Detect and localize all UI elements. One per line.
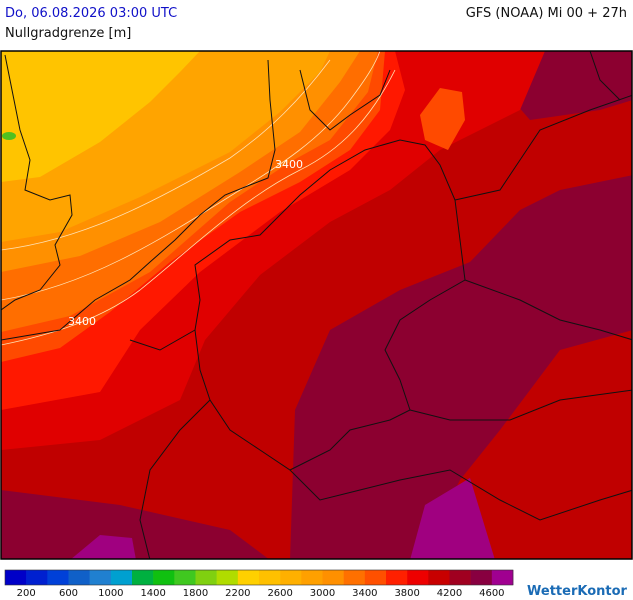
border [289, 469, 632, 521]
coastline [299, 69, 391, 131]
colorbar-swatch [322, 570, 344, 585]
contour-line [1, 51, 381, 301]
border [409, 389, 632, 421]
field-zone [290, 175, 632, 559]
contours [1, 51, 396, 346]
border-germany [194, 139, 466, 471]
colorbar-swatch [174, 570, 196, 585]
colorbar-swatch [301, 570, 323, 585]
field-zone [420, 88, 465, 150]
map-frame [0, 50, 633, 560]
colorbar-swatch [280, 570, 302, 585]
colorbar-swatch [216, 570, 239, 585]
coastline [1, 54, 73, 311]
colorbar-label: 4200 [437, 588, 462, 599]
colorbar-swatch [449, 570, 471, 585]
colorbar-swatch [470, 570, 493, 585]
contour-line [1, 69, 396, 346]
colorbar-label: 3400 [352, 588, 377, 599]
colorbar-swatch [386, 570, 408, 585]
contour-line [1, 59, 331, 251]
colorbar-swatch [89, 570, 112, 585]
colorbar-label: 2600 [267, 588, 292, 599]
colorbar: 200 600 1000 1400 1800 2200 2600 3000 3400 3800 42… [4, 569, 514, 599]
border [464, 279, 632, 341]
field-zone [71, 535, 136, 559]
logo: WetterKontor [527, 584, 628, 599]
colorbar-swatch [195, 570, 217, 585]
colorbar-swatch [26, 570, 48, 585]
coastline [589, 51, 621, 101]
colorbar-swatch [110, 570, 133, 585]
colorbar-label: 3800 [394, 588, 419, 599]
colorbar-swatch [491, 570, 514, 585]
colorbar-swatch [428, 570, 450, 585]
field-zone [1, 51, 200, 182]
colorbar-swatch [153, 570, 175, 585]
colorbar-label: 4600 [479, 588, 504, 599]
colorbar-label: 1400 [140, 588, 165, 599]
colorbar-swatch [259, 570, 281, 585]
model-run: GFS (NOAA) Mi 00 + 27h [465, 6, 627, 21]
field-zone [410, 478, 495, 559]
border [454, 94, 632, 201]
coastline [1, 59, 276, 341]
colorbar-swatch [407, 570, 429, 585]
colorbar-swatch [68, 570, 90, 585]
colorbar-label: 1000 [98, 588, 123, 599]
colorbar-label: 1800 [183, 588, 208, 599]
valid-time: Do, 06.08.2026 03:00 UTC [5, 6, 178, 21]
borders [1, 51, 632, 559]
colorbar-swatch [237, 570, 260, 585]
field-zone [2, 132, 16, 140]
colorbar-label: 3000 [310, 588, 335, 599]
border [129, 329, 196, 351]
colorbar-swatch [5, 570, 27, 585]
colorbar-label: 200 [17, 588, 36, 599]
colorbar-swatch [47, 570, 69, 585]
contour-label: 3400 [68, 315, 96, 328]
field-zone [1, 490, 269, 559]
colorbar-swatch [132, 570, 154, 585]
parameter: Nullgradgrenze [m] [5, 26, 132, 41]
colorbar-swatch [364, 570, 387, 585]
field: 3400 3400 [1, 51, 632, 559]
contour-label: 3400 [275, 158, 303, 171]
colorbar-label: 2200 [225, 588, 250, 599]
colorbar-label: 600 [59, 588, 78, 599]
colorbar-swatch [343, 570, 366, 585]
colorbar-frame [4, 569, 514, 586]
border [139, 399, 211, 559]
